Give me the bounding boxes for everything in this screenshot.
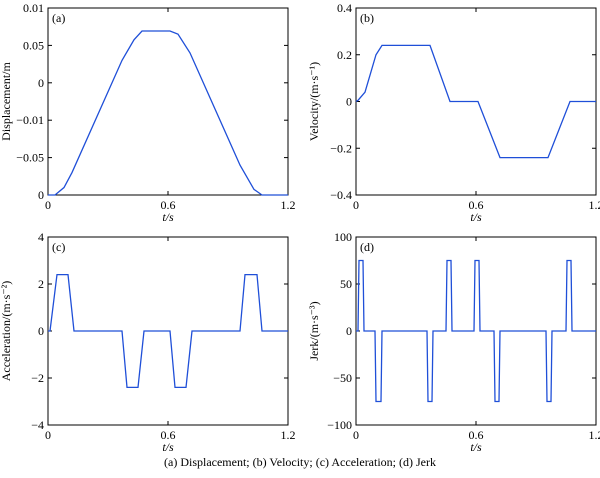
y-axis-label: Acceleration/(m·s⁻²)	[0, 281, 13, 382]
x-tick-label: 1.2	[589, 428, 600, 442]
y-tick-label: 0	[38, 188, 44, 202]
y-tick-label: 0.4	[337, 1, 352, 15]
caption: (a) Displacement; (b) Velocity; (c) Acce…	[164, 455, 436, 469]
y-tick-label: 2	[38, 277, 44, 291]
panel-label: (a)	[52, 11, 65, 25]
y-tick-label: −0.4	[330, 188, 352, 202]
y-tick-label: 0.2	[337, 48, 352, 62]
y-tick-label: −0.01	[16, 113, 44, 127]
x-tick-label: 0.6	[161, 428, 176, 442]
x-tick-label: 0	[353, 198, 359, 212]
y-axis-label: Jerk/(m·s⁻³)	[307, 301, 321, 360]
x-tick-label: 1.2	[589, 198, 600, 212]
x-axis-label: t/s	[470, 210, 482, 224]
y-axis-label: Displacement/m	[0, 62, 13, 141]
x-axis-label: t/s	[470, 440, 482, 454]
y-tick-label: −4	[31, 418, 44, 432]
y-tick-label: 0.01	[23, 1, 44, 15]
x-axis-label: t/s	[162, 440, 174, 454]
y-tick-label: −100	[327, 418, 352, 432]
x-axis-label: t/s	[162, 210, 174, 224]
y-axis-label: Velocity/(m·s⁻¹)	[307, 62, 321, 141]
curve	[356, 259, 596, 403]
x-tick-label: 1.2	[281, 198, 296, 212]
panel-label: (d)	[360, 240, 374, 254]
y-tick-label: 4	[38, 230, 44, 244]
curve	[48, 30, 288, 196]
y-tick-label: 0	[346, 324, 352, 338]
x-tick-label: 1.2	[281, 428, 296, 442]
x-tick-label: 0	[353, 428, 359, 442]
y-tick-label: −0.2	[330, 141, 352, 155]
plot-frame	[47, 7, 289, 196]
y-tick-label: 50	[340, 277, 352, 291]
x-tick-label: 0.6	[161, 198, 176, 212]
y-tick-label: −50	[333, 371, 352, 385]
x-tick-label: 0.6	[469, 198, 484, 212]
y-tick-label: 0	[346, 95, 352, 109]
curve	[48, 273, 288, 389]
x-tick-label: 0	[45, 198, 51, 212]
x-tick-label: 0.6	[469, 428, 484, 442]
y-tick-label: 100	[334, 230, 352, 244]
panel-label: (c)	[52, 240, 65, 254]
y-tick-label: −2	[31, 371, 44, 385]
y-tick-label: 0	[38, 76, 44, 90]
curve	[355, 44, 596, 159]
y-tick-label: 0	[38, 324, 44, 338]
y-tick-label: 0.05	[23, 38, 44, 52]
x-tick-label: 0	[45, 428, 51, 442]
y-tick-label: −0.05	[16, 151, 44, 165]
panel-label: (b)	[360, 11, 374, 25]
